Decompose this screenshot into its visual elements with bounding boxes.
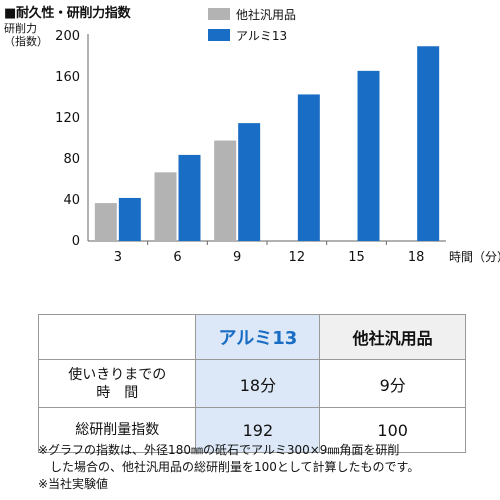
table-header-competitor: 他社汎用品 [319, 314, 466, 360]
table-row: 総研削量指数 192 100 [37, 407, 466, 453]
footnote-line1: ※グラフの指数は、外径180㎜の砥石でアルミ300×9㎜角面を研削 [38, 443, 400, 457]
x-tick-label: 12 [289, 250, 306, 265]
legend-label-alumi13: アルミ13 [236, 29, 288, 43]
legend-item-alumi13: アルミ13 [208, 27, 287, 44]
legend-swatch-alumi13 [208, 29, 230, 41]
cell-usage-time-alumi13: 18分 [195, 359, 321, 408]
y-tick-label: 80 [63, 152, 80, 167]
row-label-usage-time: 使いきりまでの 時 間 [37, 359, 197, 408]
bar-alumi13 [297, 94, 320, 241]
x-tick-label: 3 [114, 250, 122, 265]
x-tick-label: 9 [233, 250, 241, 265]
y-tick-label: 40 [63, 193, 80, 208]
table-header-empty [37, 314, 197, 360]
y-tick-label: 200 [55, 29, 80, 44]
y-tick-label: 120 [55, 111, 80, 126]
cell-total-grinding-competitor: 100 [319, 407, 466, 453]
table-header-row: アルミ13 他社汎用品 [37, 314, 466, 360]
bar-alumi13 [118, 197, 141, 241]
bar-alumi13 [238, 123, 261, 241]
bar-competitor [94, 203, 117, 241]
cell-usage-time-competitor: 9分 [319, 359, 466, 408]
legend-swatch-competitor [208, 8, 230, 20]
bar-competitor [154, 172, 177, 241]
footnotes: ※グラフの指数は、外径180㎜の砥石でアルミ300×9㎜角面を研削 した場合の、… [38, 442, 419, 493]
bar-alumi13 [417, 46, 440, 241]
bar-alumi13 [357, 70, 380, 241]
table-row: 使いきりまでの 時 間 18分 9分 [37, 359, 466, 408]
comparison-table: アルミ13 他社汎用品 使いきりまでの 時 間 18分 9分 総研削量指数 19… [37, 314, 466, 453]
y-axis-label: 研削力 （指数） [4, 22, 48, 48]
x-tick-label: 6 [173, 250, 181, 265]
y-axis-label-line2: （指数） [4, 35, 48, 48]
y-tick-label: 160 [55, 70, 80, 85]
row-label-usage-time-line1: 使いきりまでの [68, 366, 167, 383]
footnote-line2: した場合の、他社汎用品の総研削量を100として計算したものです。 [50, 460, 420, 474]
x-tick-label: 15 [348, 250, 365, 265]
y-axis-label-line1: 研削力 [4, 22, 37, 35]
row-label-total-grinding: 総研削量指数 [37, 407, 197, 453]
chart-heading: ■耐久性・研削力指数 [4, 6, 131, 21]
bar-alumi13 [178, 154, 201, 241]
y-tick-label: 0 [72, 234, 80, 249]
cell-total-grinding-alumi13: 192 [195, 407, 321, 453]
x-axis-label: 時間（分） [449, 250, 500, 264]
legend-label-competitor: 他社汎用品 [236, 8, 297, 22]
row-label-usage-time-line2: 時 間 [96, 384, 139, 401]
bar-competitor [214, 140, 237, 241]
x-tick-label: 18 [408, 250, 425, 265]
bar-chart: 0 40 80 120 160 200 3 6 9 12 15 18 時間（分） [55, 29, 500, 265]
legend-item-competitor: 他社汎用品 [208, 6, 296, 23]
table-header-alumi13: アルミ13 [195, 314, 321, 360]
footnote-line3: ※当社実験値 [38, 477, 109, 491]
